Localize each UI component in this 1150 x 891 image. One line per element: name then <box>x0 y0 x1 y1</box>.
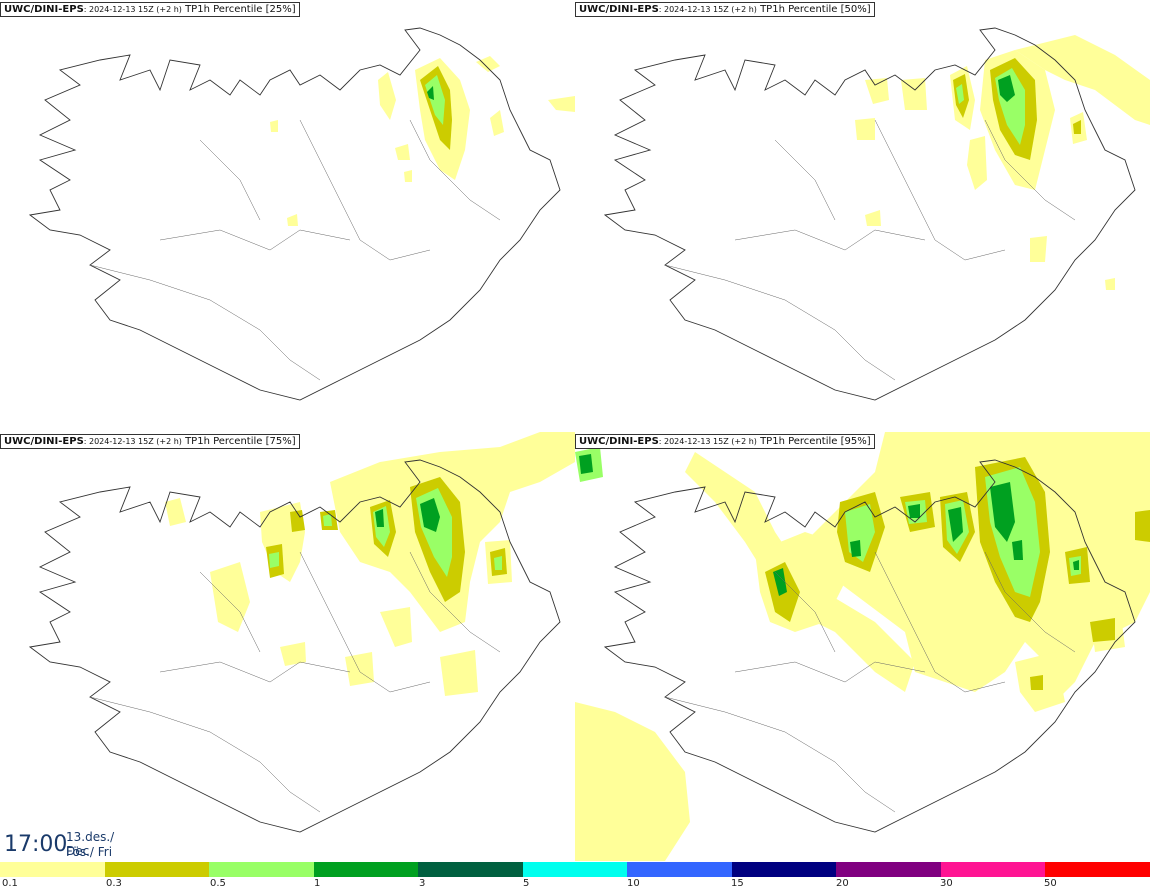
rivers-roads <box>89 119 501 381</box>
precip-contours <box>165 432 575 696</box>
model-name: UWC/DINI-EPS <box>4 436 84 447</box>
valid-time: 17:00 <box>4 832 68 857</box>
iceland-precip-map <box>28 27 575 401</box>
model-name: UWC/DINI-EPS <box>4 4 84 15</box>
legend-swatches <box>0 862 1150 877</box>
panel-title: UWC/DINI-EPS: 2024-12-13 15Z (+2 h) TP1h… <box>0 2 300 17</box>
legend-label: 1 <box>314 878 321 889</box>
field-name: TP1h Percentile [75%] <box>181 436 296 447</box>
legend-label: 3 <box>419 878 426 889</box>
legend-label: 0.1 <box>2 878 18 889</box>
coastline <box>603 459 1136 833</box>
map-panel-p95: UWC/DINI-EPS: 2024-12-13 15Z (+2 h) TP1h… <box>575 432 1150 861</box>
panel-title: UWC/DINI-EPS: 2024-12-13 15Z (+2 h) TP1h… <box>575 434 875 449</box>
run-info: : 2024-12-13 15Z (+2 h) <box>658 437 757 446</box>
rivers-roads <box>89 551 501 813</box>
legend-swatch <box>104 862 210 877</box>
map-panel-p50: UWC/DINI-EPS: 2024-12-13 15Z (+2 h) TP1h… <box>575 0 1150 429</box>
run-info: : 2024-12-13 15Z (+2 h) <box>83 437 182 446</box>
legend-swatch <box>1045 862 1150 877</box>
precip-contours <box>575 432 1150 861</box>
iceland-precip-map <box>603 27 1150 401</box>
legend-label: 10 <box>627 878 640 889</box>
legend-label: 5 <box>523 878 530 889</box>
field-name: TP1h Percentile [50%] <box>756 4 871 15</box>
legend-swatch <box>0 862 105 877</box>
legend-label: 0.5 <box>210 878 226 889</box>
legend-label: 30 <box>940 878 953 889</box>
map-panel-p25: UWC/DINI-EPS: 2024-12-13 15Z (+2 h) TP1h… <box>0 0 575 429</box>
coastline <box>28 27 561 401</box>
run-info: : 2024-12-13 15Z (+2 h) <box>658 5 757 14</box>
legend-label: 0.3 <box>106 878 122 889</box>
field-name: TP1h Percentile [95%] <box>756 436 871 447</box>
legend-swatch <box>627 862 732 877</box>
run-info: : 2024-12-13 15Z (+2 h) <box>83 5 182 14</box>
legend-label: 15 <box>731 878 744 889</box>
legend-label: 20 <box>836 878 849 889</box>
rivers-roads <box>664 119 1076 381</box>
panel-title: UWC/DINI-EPS: 2024-12-13 15Z (+2 h) TP1h… <box>0 434 300 449</box>
coastline <box>28 459 561 833</box>
iceland-precip-map <box>575 432 1150 861</box>
precip-contours <box>855 35 1150 290</box>
timestamp-box: 17:00 13.des./ Dec Fös./ Fri <box>0 826 140 862</box>
legend-swatch <box>209 862 314 877</box>
model-name: UWC/DINI-EPS <box>579 4 659 15</box>
valid-date: 13.des./ Dec <box>66 830 115 858</box>
iceland-precip-map <box>28 432 575 833</box>
map-panel-p75: UWC/DINI-EPS: 2024-12-13 15Z (+2 h) TP1h… <box>0 432 575 861</box>
precip-contours <box>270 56 575 226</box>
legend-swatch <box>313 862 419 877</box>
coastline <box>603 27 1136 401</box>
panel-title: UWC/DINI-EPS: 2024-12-13 15Z (+2 h) TP1h… <box>575 2 875 17</box>
valid-weekday: Fös./ Fri <box>66 845 113 859</box>
color-legend: 0.1 0.3 0.5 1 3 5 10 15 20 30 50 <box>0 862 1150 891</box>
model-name: UWC/DINI-EPS <box>579 436 659 447</box>
legend-swatch <box>418 862 523 877</box>
legend-label: 50 <box>1044 878 1057 889</box>
legend-swatch <box>522 862 628 877</box>
legend-swatch <box>940 862 1046 877</box>
legend-swatch <box>731 862 837 877</box>
legend-swatch <box>836 862 941 877</box>
field-name: TP1h Percentile [25%] <box>181 4 296 15</box>
rivers-roads <box>664 551 1076 813</box>
